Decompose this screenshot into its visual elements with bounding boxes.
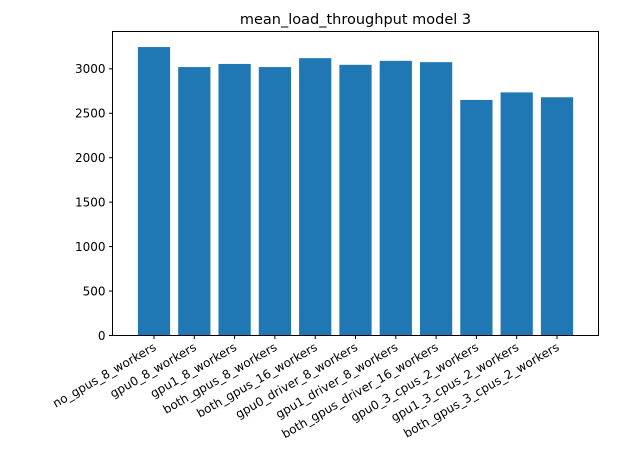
bar-both_gpus_8_workers — [258, 67, 292, 336]
y-tick-label: 1000 — [75, 240, 106, 254]
bars-group — [137, 47, 574, 336]
bar-both_gpus_driver_16_workers — [419, 62, 453, 336]
bar-both_gpus_3_cpus_2_workers — [540, 97, 574, 336]
bar-gpu0_driver_8_workers — [339, 64, 372, 336]
bar-gpu0_8_workers — [178, 67, 211, 336]
bar-both_gpus_16_workers — [299, 58, 332, 336]
x-axis: no_gpus_8_workersgpu0_8_workersgpu1_8_wo… — [50, 335, 561, 441]
y-tick-label: 3000 — [75, 62, 106, 76]
chart-title: mean_load_throughput model 3 — [240, 12, 471, 28]
y-tick-label: 2500 — [75, 107, 106, 121]
bar-gpu1_8_workers — [218, 63, 251, 336]
y-tick-label: 0 — [98, 329, 106, 343]
bar-gpu0_3_cpus_2_workers — [460, 99, 493, 336]
y-tick-label: 1500 — [75, 195, 106, 209]
y-axis: 0 500 1000 1500 2000 2500 3000 — [75, 62, 113, 343]
bar-no_gpus_8_workers — [137, 47, 171, 336]
bar-gpu1_driver_8_workers — [379, 60, 412, 336]
bar-gpu1_3_cpus_2_workers — [500, 92, 533, 336]
plot-frame — [112, 31, 599, 336]
y-tick-label: 2000 — [75, 151, 106, 165]
y-tick-label: 500 — [83, 284, 106, 298]
